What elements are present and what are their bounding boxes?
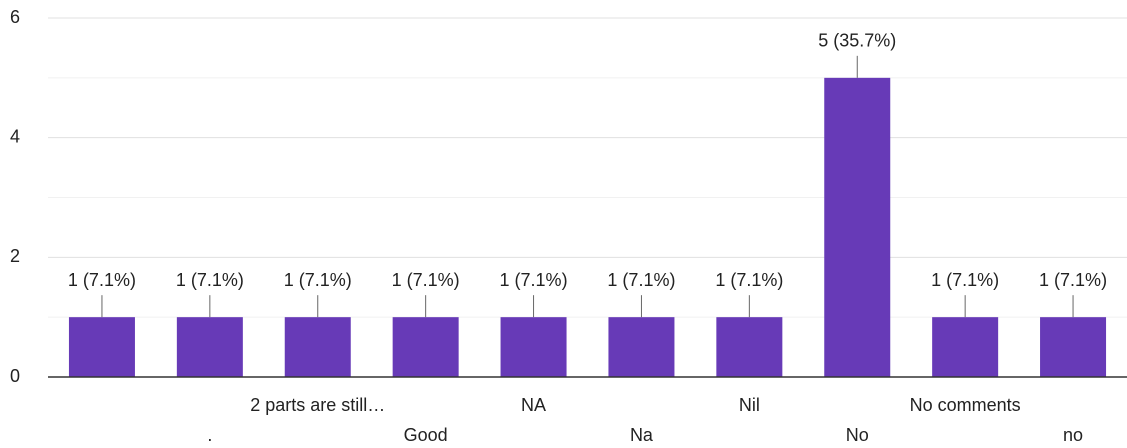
x-tick-label: Nil [739, 395, 760, 415]
bar [824, 77, 891, 377]
value-label: 1 (7.1%) [931, 270, 999, 290]
y-tick-label: 0 [10, 366, 20, 386]
x-tick-label: No comments [910, 395, 1021, 415]
value-label: 1 (7.1%) [715, 270, 783, 290]
bar [1040, 317, 1107, 377]
y-tick-label: 6 [10, 7, 20, 27]
value-label: 1 (7.1%) [176, 270, 244, 290]
x-tick-label: Na [630, 425, 654, 445]
x-tick-label: . [207, 425, 212, 445]
value-label: 1 (7.1%) [1039, 270, 1107, 290]
bar [392, 317, 459, 377]
y-tick-label: 2 [10, 246, 20, 266]
bar [716, 317, 783, 377]
bar [284, 317, 351, 377]
x-tick-label: 2 parts are still… [250, 395, 385, 415]
value-label: 5 (35.7%) [818, 31, 896, 51]
value-label: 1 (7.1%) [68, 270, 136, 290]
x-tick-label: Good [404, 425, 448, 445]
value-label: 1 (7.1%) [284, 270, 352, 290]
bar [176, 317, 243, 377]
bar [608, 317, 675, 377]
x-tick-label: NA [521, 395, 546, 415]
bar [500, 317, 567, 377]
value-label: 1 (7.1%) [500, 270, 568, 290]
value-label: 1 (7.1%) [392, 270, 460, 290]
bar [932, 317, 999, 377]
value-label: 1 (7.1%) [607, 270, 675, 290]
bar [68, 317, 135, 377]
x-tick-label: No [846, 425, 869, 445]
y-tick-label: 4 [10, 126, 20, 146]
x-tick-label: no [1063, 425, 1083, 445]
